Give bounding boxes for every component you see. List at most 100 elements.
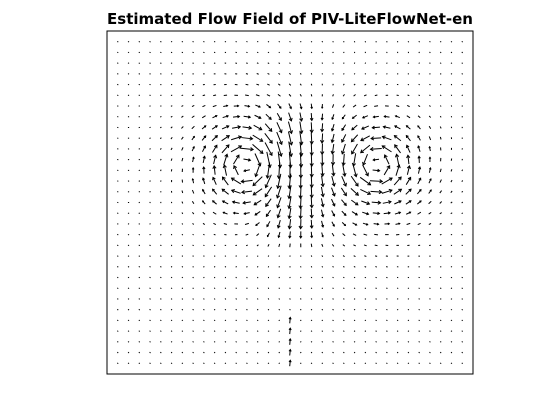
quiver-arrowhead (370, 136, 375, 141)
quiver-arrow (241, 137, 253, 140)
quiver-arrow (417, 222, 421, 226)
quiver-arrow (256, 40, 259, 43)
quiver-arrow (353, 83, 356, 86)
quiver-arrowhead (268, 128, 273, 133)
quiver-arrow (407, 362, 410, 365)
quiver-arrowhead (377, 211, 381, 216)
quiver-arrow (396, 330, 399, 332)
quiver-arrow (450, 341, 453, 343)
quiver-arrowhead (398, 188, 403, 193)
quiver-arrow (276, 122, 283, 133)
quiver-arrowhead (398, 200, 402, 204)
quiver-arrow (439, 126, 442, 129)
quiver-arrow (321, 123, 324, 132)
quiver-arrow (342, 233, 346, 237)
quiver-arrowhead (376, 222, 380, 226)
quiver-arrow (331, 133, 335, 143)
quiver-arrow (321, 276, 324, 279)
quiver-arrow (181, 212, 184, 215)
quiver-arrow (170, 147, 173, 151)
quiver-arrow (192, 351, 194, 354)
quiver-arrow (116, 233, 119, 236)
quiver-arrow (289, 40, 291, 43)
quiver-arrow (343, 351, 345, 354)
quiver-arrow (352, 153, 357, 167)
quiver-arrow (428, 222, 432, 225)
quiver-arrow (213, 287, 216, 290)
quiver-arrow (310, 186, 313, 198)
quiver-arrow (439, 201, 443, 204)
quiver-arrow (310, 330, 313, 332)
quiver-arrow (278, 298, 280, 300)
quiver-arrowhead (212, 176, 216, 181)
quiver-arrow (299, 185, 302, 199)
quiver-arrow (149, 201, 151, 204)
quiver-arrowhead (371, 125, 375, 130)
quiver-arrow (246, 341, 248, 343)
quiver-arrow (235, 308, 237, 311)
quiver-arrow (213, 298, 216, 300)
quiver-arrow (321, 266, 324, 268)
quiver-arrow (364, 319, 367, 322)
quiver-arrowhead (268, 105, 272, 109)
quiver-arrow (350, 187, 359, 196)
quiver-arrow (256, 244, 259, 247)
quiver-arrow (127, 276, 130, 279)
quiver-arrow (351, 143, 358, 155)
quiver-arrow (233, 154, 240, 165)
quiver-arrow (149, 276, 151, 279)
quiver-arrow (417, 166, 421, 174)
quiver-arrow (353, 266, 356, 268)
quiver-arrow (149, 212, 151, 214)
quiver-arrow (353, 319, 356, 322)
quiver-arrow (450, 51, 453, 54)
quiver-arrow (353, 351, 356, 354)
quiver-arrowhead (202, 166, 206, 170)
quiver-arrowhead (320, 117, 324, 121)
quiver-arrow (202, 222, 206, 225)
quiver-arrowhead (407, 176, 412, 181)
quiver-arrow (116, 73, 119, 75)
quiver-arrowhead (258, 126, 263, 131)
quiver-arrowhead (258, 105, 261, 108)
quiver-arrow (264, 123, 273, 132)
quiver-arrow (395, 105, 400, 107)
quiver-arrowhead (298, 205, 303, 210)
quiver-arrowhead (320, 203, 325, 208)
quiver-arrow (375, 351, 377, 354)
quiver-arrow (299, 298, 302, 300)
quiver-arrowhead (379, 179, 384, 184)
quiver-arrowhead (215, 125, 218, 128)
quiver-arrow (256, 319, 259, 322)
quiver-arrow (429, 40, 431, 43)
quiver-arrow (374, 105, 379, 107)
quiver-arrowhead (203, 125, 207, 128)
quiver-arrowhead (276, 224, 281, 229)
quiver-arrow (353, 276, 356, 279)
quiver-arrow (332, 255, 335, 258)
quiver-arrow (223, 164, 228, 176)
quiver-arrow (299, 93, 302, 97)
quiver-arrow (341, 210, 347, 216)
quiver-arrowhead (213, 154, 218, 159)
quiver-arrowhead (367, 191, 372, 196)
quiver-arrow (342, 255, 345, 258)
quiver-arrowhead (388, 177, 393, 182)
quiver-arrow (351, 134, 359, 142)
quiver-arrowhead (351, 116, 355, 119)
quiver-arrow (418, 298, 420, 300)
quiver-arrowhead (393, 135, 398, 139)
quiver-arrow (160, 276, 162, 279)
quiver-arrow (160, 287, 162, 290)
quiver-arrowhead (340, 150, 346, 155)
quiver-arrow (288, 185, 292, 199)
quiver-arrow (116, 83, 119, 86)
quiver-arrowhead (343, 202, 347, 207)
quiver-arrow (181, 266, 184, 268)
quiver-arrow (213, 266, 216, 268)
quiver-arrowhead (276, 185, 281, 190)
quiver-arrow (461, 341, 464, 343)
quiver-arrow (191, 189, 195, 194)
quiver-arrowhead (242, 200, 246, 205)
quiver-arrow (364, 73, 367, 75)
